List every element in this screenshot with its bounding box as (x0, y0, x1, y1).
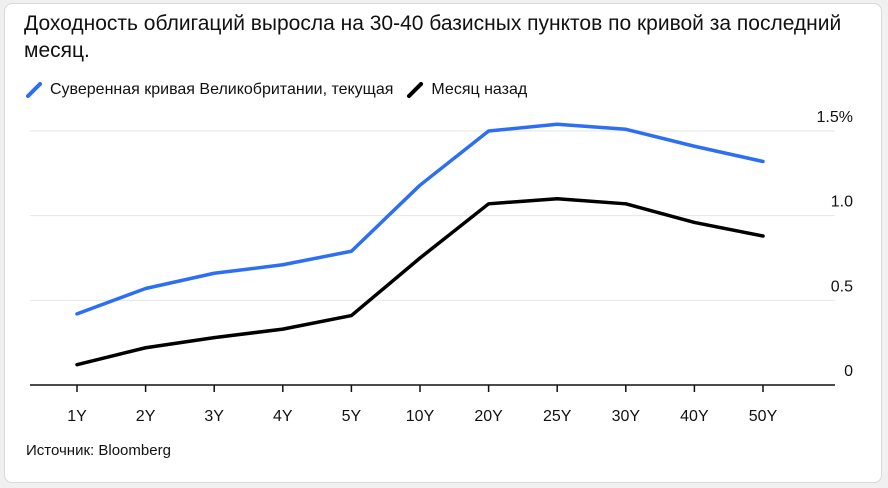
data-point-month-ago (624, 202, 628, 206)
y-tick-label: 0.5 (831, 278, 853, 295)
x-tick-label: 30Y (612, 408, 641, 425)
legend-item-month-ago: Месяц назад (407, 81, 527, 99)
x-tick-label: 3Y (204, 408, 224, 425)
legend-item-current: Суверенная кривая Великобритании, текуща… (26, 81, 393, 99)
data-point-current (555, 122, 559, 126)
data-point-current (281, 263, 285, 267)
chart-card (4, 3, 882, 483)
data-point-month-ago (555, 197, 559, 201)
y-tick-label: 1.5% (817, 109, 853, 126)
chart-legend: Суверенная кривая Великобритании, текуща… (26, 81, 541, 99)
y-tick-label: 0 (844, 363, 853, 380)
data-point-current (75, 312, 79, 316)
x-tick-label: 1Y (67, 408, 87, 425)
data-point-current (761, 159, 765, 163)
data-point-current (487, 129, 491, 133)
x-tick-label: 4Y (273, 408, 293, 425)
source-note: Источник: Bloomberg (26, 442, 171, 459)
data-point-current (624, 127, 628, 131)
x-tick-label: 25Y (543, 408, 572, 425)
x-tick-label: 2Y (136, 408, 156, 425)
data-point-month-ago (487, 202, 491, 206)
series-line-current (75, 122, 765, 316)
x-tick-label: 40Y (680, 408, 709, 425)
data-point-current (144, 286, 148, 290)
data-point-current (212, 271, 216, 275)
data-point-month-ago (349, 314, 353, 318)
x-tick-label: 50Y (749, 408, 778, 425)
data-point-month-ago (692, 220, 696, 224)
data-point-month-ago (75, 363, 79, 367)
x-tick-label: 20Y (474, 408, 503, 425)
chart-title: Доходность облигаций выросла на 30-40 ба… (24, 12, 842, 62)
data-point-month-ago (418, 256, 422, 260)
x-tick-label: 10Y (406, 408, 435, 425)
data-point-month-ago (281, 327, 285, 331)
data-point-month-ago (144, 346, 148, 350)
data-point-month-ago (212, 336, 216, 340)
x-tick-label: 5Y (342, 408, 362, 425)
legend-swatch-current (26, 82, 42, 98)
legend-swatch-month-ago (407, 82, 424, 98)
data-point-month-ago (761, 234, 765, 238)
y-tick-label: 1.0 (831, 194, 853, 211)
legend-label-current: Суверенная кривая Великобритании, текуща… (50, 81, 394, 98)
legend-label-month-ago: Месяц назад (431, 81, 528, 98)
data-point-current (418, 183, 422, 187)
data-point-current (692, 144, 696, 148)
data-point-current (349, 249, 353, 253)
